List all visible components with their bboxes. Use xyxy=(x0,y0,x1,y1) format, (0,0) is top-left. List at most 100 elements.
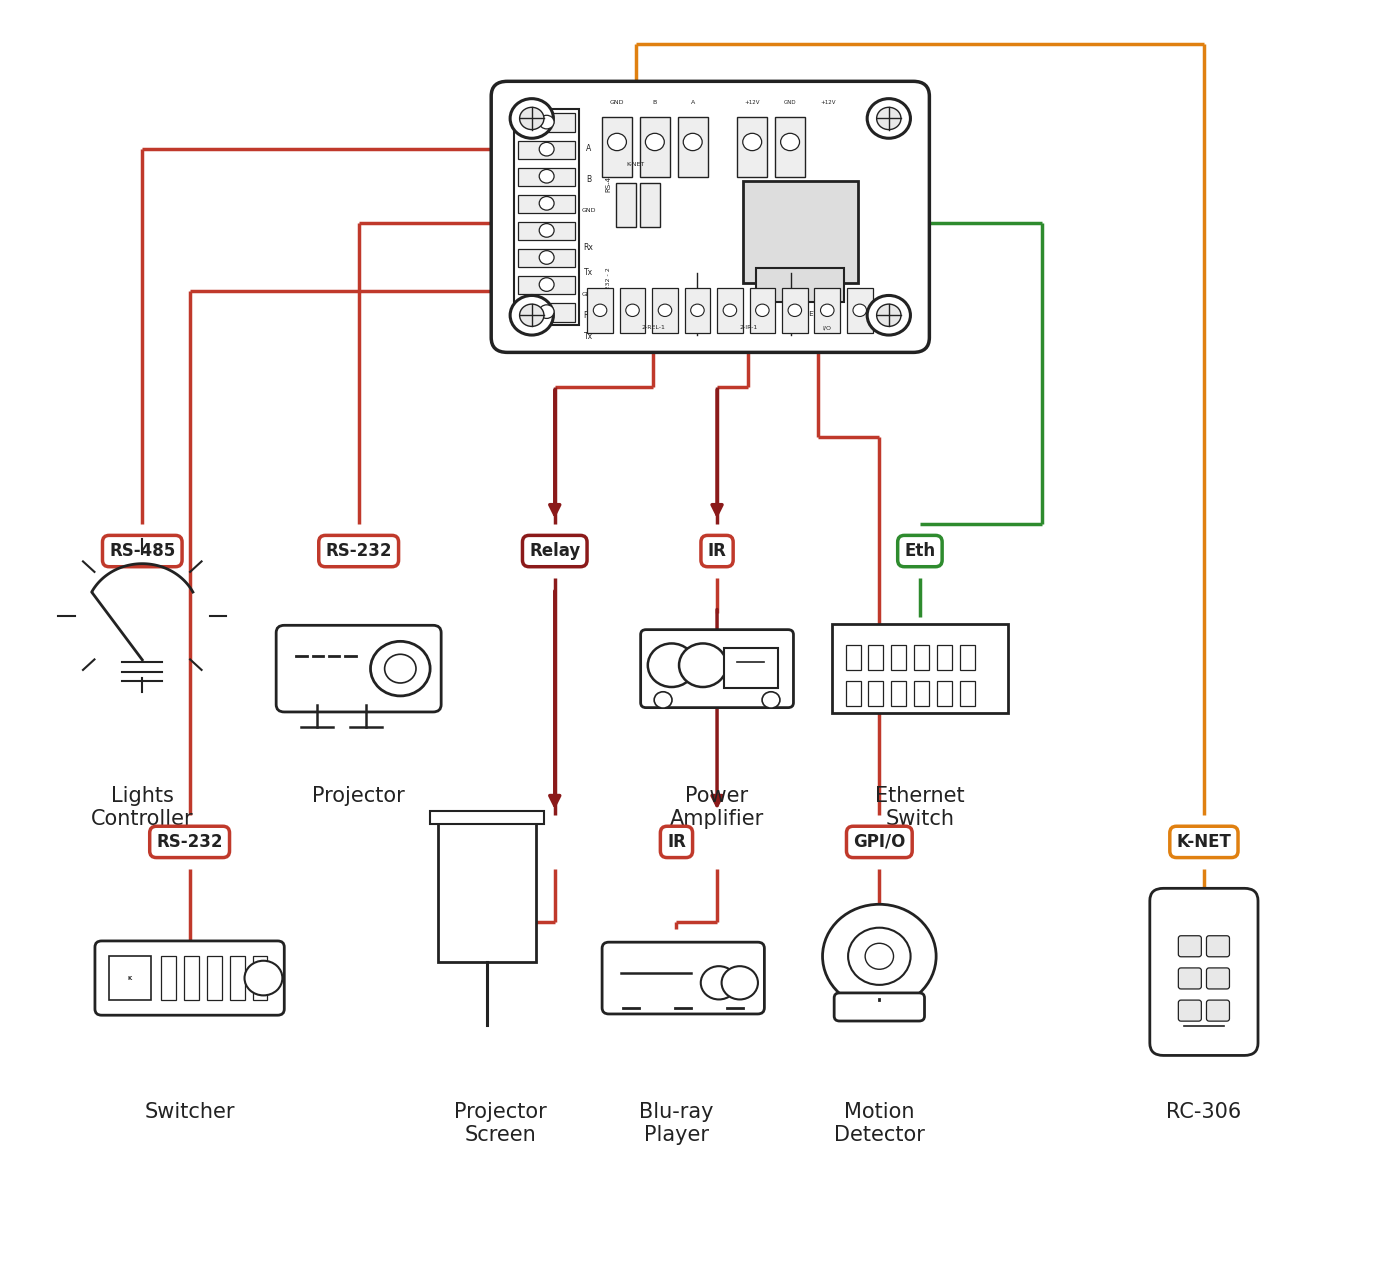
Circle shape xyxy=(646,134,664,150)
Text: Relay: Relay xyxy=(529,542,581,560)
Circle shape xyxy=(690,304,704,317)
FancyBboxPatch shape xyxy=(95,941,284,1015)
Text: IR: IR xyxy=(667,832,686,851)
FancyBboxPatch shape xyxy=(756,268,845,302)
FancyBboxPatch shape xyxy=(184,956,199,1000)
Text: RS-232: RS-232 xyxy=(326,542,392,560)
FancyBboxPatch shape xyxy=(1179,1000,1202,1022)
Text: IR: IR xyxy=(708,542,726,560)
Text: Switcher: Switcher xyxy=(145,1101,235,1122)
Text: B: B xyxy=(653,100,657,105)
FancyBboxPatch shape xyxy=(431,811,544,823)
Circle shape xyxy=(788,304,802,317)
Text: ETHERNET: ETHERNET xyxy=(782,311,818,317)
Text: GND: GND xyxy=(610,100,624,105)
FancyBboxPatch shape xyxy=(207,956,222,1000)
Circle shape xyxy=(658,304,672,317)
Text: GPI/O: GPI/O xyxy=(853,832,905,851)
Circle shape xyxy=(781,134,799,150)
FancyBboxPatch shape xyxy=(276,625,442,712)
FancyBboxPatch shape xyxy=(640,183,660,227)
Text: Blu-ray
Player: Blu-ray Player xyxy=(639,1101,713,1146)
Text: +12V: +12V xyxy=(820,100,836,105)
FancyBboxPatch shape xyxy=(891,645,907,671)
FancyBboxPatch shape xyxy=(684,288,711,332)
Circle shape xyxy=(540,169,555,183)
Circle shape xyxy=(876,107,901,130)
FancyBboxPatch shape xyxy=(846,681,861,706)
Text: K-NET: K-NET xyxy=(627,163,644,168)
FancyBboxPatch shape xyxy=(1206,967,1230,989)
FancyBboxPatch shape xyxy=(229,956,244,1000)
Text: RS-232: RS-232 xyxy=(156,832,222,851)
FancyBboxPatch shape xyxy=(588,288,613,332)
FancyBboxPatch shape xyxy=(519,222,575,240)
FancyBboxPatch shape xyxy=(776,117,805,177)
Circle shape xyxy=(244,961,283,995)
Text: 2-REL-1: 2-REL-1 xyxy=(642,325,665,330)
Circle shape xyxy=(867,99,911,138)
Text: Tx: Tx xyxy=(584,332,593,341)
Circle shape xyxy=(370,642,431,696)
Circle shape xyxy=(849,928,911,985)
FancyBboxPatch shape xyxy=(937,645,952,671)
Text: K: K xyxy=(127,975,132,980)
Text: GND: GND xyxy=(581,208,596,213)
FancyBboxPatch shape xyxy=(742,181,858,283)
Text: A: A xyxy=(690,100,694,105)
FancyBboxPatch shape xyxy=(960,645,974,671)
Circle shape xyxy=(756,304,769,317)
FancyBboxPatch shape xyxy=(439,816,535,962)
Circle shape xyxy=(822,904,936,1008)
FancyBboxPatch shape xyxy=(519,168,575,186)
FancyBboxPatch shape xyxy=(602,942,765,1014)
Circle shape xyxy=(540,115,555,129)
FancyBboxPatch shape xyxy=(832,624,1007,714)
FancyBboxPatch shape xyxy=(519,114,575,133)
Text: Projector
Screen: Projector Screen xyxy=(454,1101,546,1146)
FancyBboxPatch shape xyxy=(678,117,708,177)
Circle shape xyxy=(385,654,415,683)
Circle shape xyxy=(540,250,555,264)
FancyBboxPatch shape xyxy=(960,681,974,706)
Circle shape xyxy=(540,197,555,210)
Circle shape xyxy=(511,99,553,138)
FancyBboxPatch shape xyxy=(640,117,669,177)
FancyBboxPatch shape xyxy=(846,645,861,671)
Circle shape xyxy=(679,643,727,687)
Circle shape xyxy=(742,134,762,150)
Text: Rx: Rx xyxy=(584,312,593,321)
Text: Motion
Detector: Motion Detector xyxy=(834,1101,925,1146)
FancyBboxPatch shape xyxy=(814,288,840,332)
Circle shape xyxy=(701,966,737,999)
Circle shape xyxy=(520,304,544,326)
Text: Eth: Eth xyxy=(904,542,936,560)
FancyBboxPatch shape xyxy=(1206,936,1230,957)
FancyBboxPatch shape xyxy=(1150,888,1259,1056)
Text: RC-306: RC-306 xyxy=(1166,1101,1242,1122)
Circle shape xyxy=(865,943,893,969)
Circle shape xyxy=(540,143,555,155)
FancyBboxPatch shape xyxy=(519,275,575,294)
FancyBboxPatch shape xyxy=(847,288,872,332)
FancyBboxPatch shape xyxy=(161,956,177,1000)
FancyBboxPatch shape xyxy=(937,681,952,706)
Text: +12V: +12V xyxy=(744,100,760,105)
FancyBboxPatch shape xyxy=(615,183,636,227)
Circle shape xyxy=(762,692,780,709)
FancyBboxPatch shape xyxy=(868,645,883,671)
FancyBboxPatch shape xyxy=(519,249,575,268)
FancyBboxPatch shape xyxy=(868,681,883,706)
Circle shape xyxy=(625,304,639,317)
Text: Rx: Rx xyxy=(584,244,593,253)
Circle shape xyxy=(511,296,553,335)
Text: Ethernet
Switch: Ethernet Switch xyxy=(875,786,965,830)
Circle shape xyxy=(593,304,607,317)
Text: GND: GND xyxy=(784,100,796,105)
Circle shape xyxy=(520,107,544,130)
FancyBboxPatch shape xyxy=(718,288,742,332)
Circle shape xyxy=(607,134,627,150)
Circle shape xyxy=(683,134,702,150)
FancyBboxPatch shape xyxy=(724,648,778,687)
Text: I/O: I/O xyxy=(822,325,831,330)
